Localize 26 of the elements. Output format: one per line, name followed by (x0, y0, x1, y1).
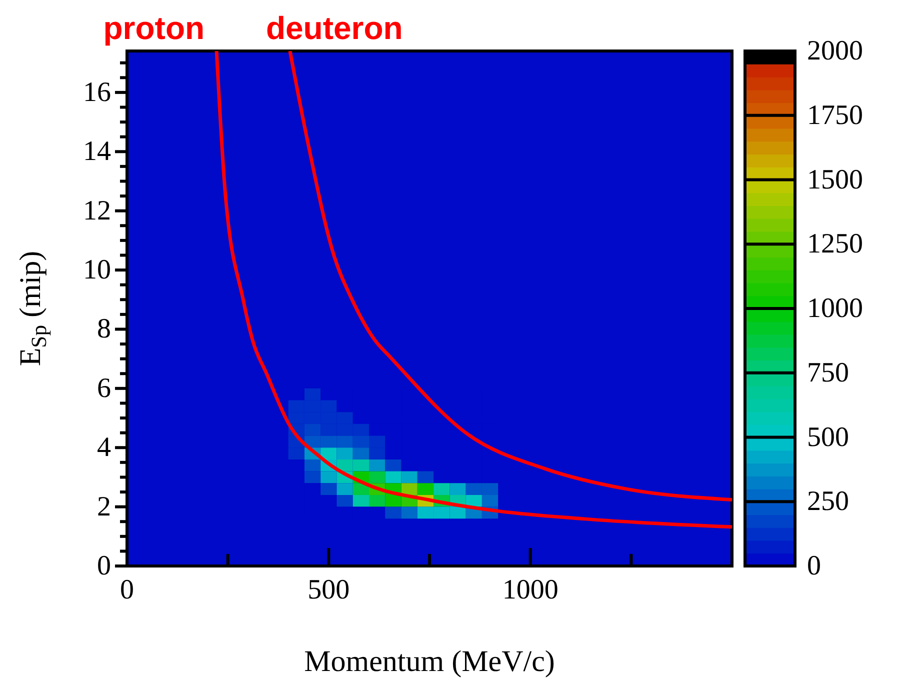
y-tick-label: 6 (97, 372, 111, 404)
series-label: deuteron (266, 9, 403, 48)
x-tick-label: 500 (308, 574, 350, 606)
y-tick-label: 8 (97, 314, 111, 345)
color-bar-label: 250 (807, 486, 849, 518)
line-series (288, 51, 732, 502)
y-tick-label: 10 (83, 254, 111, 286)
color-bar-label: 0 (807, 550, 821, 582)
y-tick-label: 16 (83, 76, 111, 108)
color-bar-label: 500 (807, 422, 849, 453)
line-series (214, 51, 732, 529)
color-bar-label: 1750 (807, 100, 863, 131)
color-bar-label: 1500 (807, 164, 863, 196)
y-tick-label: 2 (97, 491, 111, 522)
x-tick-label: 0 (120, 574, 134, 606)
color-bar-label: 2000 (807, 36, 863, 66)
color-bar-label: 1000 (807, 293, 863, 324)
y-tick-label: 4 (97, 432, 111, 464)
x-axis-title: Momentum (MeV/c) (304, 645, 555, 678)
y-tick-label: 0 (97, 550, 111, 582)
color-bar-label: 750 (807, 357, 849, 388)
color-bar-label: 1250 (807, 228, 863, 260)
series-label: proton (103, 9, 205, 48)
x-tick-label: 1000 (502, 574, 558, 606)
y-tick-label: 14 (83, 136, 111, 168)
y-tick-label: 12 (83, 195, 111, 226)
